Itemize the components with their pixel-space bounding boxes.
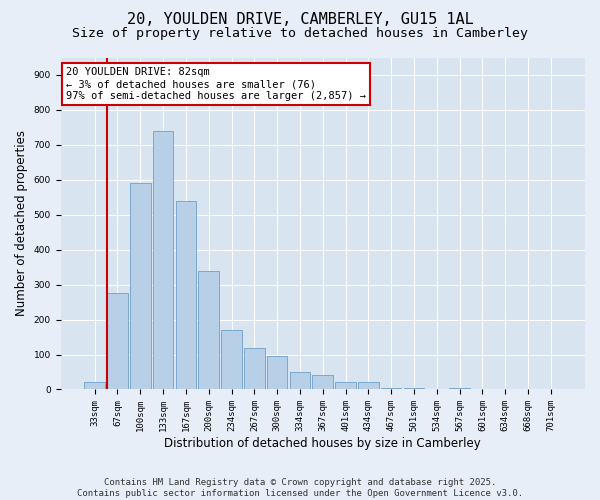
Bar (221, 330, 242, 390)
Text: 20, YOULDEN DRIVE, CAMBERLEY, GU15 1AL: 20, YOULDEN DRIVE, CAMBERLEY, GU15 1AL (127, 12, 473, 28)
Bar (244, 348, 265, 390)
Bar (290, 372, 310, 390)
Text: 20 YOULDEN DRIVE: 82sqm
← 3% of detached houses are smaller (76)
97% of semi-det: 20 YOULDEN DRIVE: 82sqm ← 3% of detached… (66, 68, 366, 100)
Y-axis label: Number of detached properties: Number of detached properties (15, 130, 28, 316)
Bar (85, 382, 105, 390)
Text: Size of property relative to detached houses in Camberley: Size of property relative to detached ho… (72, 28, 528, 40)
X-axis label: Distribution of detached houses by size in Camberley: Distribution of detached houses by size … (164, 437, 481, 450)
Bar (358, 382, 379, 390)
Bar (107, 294, 128, 390)
Bar (153, 131, 173, 390)
Text: Contains HM Land Registry data © Crown copyright and database right 2025.
Contai: Contains HM Land Registry data © Crown c… (77, 478, 523, 498)
Bar (130, 184, 151, 390)
Bar (313, 376, 333, 390)
Bar (176, 201, 196, 390)
Bar (199, 270, 219, 390)
Bar (381, 388, 401, 390)
Bar (335, 382, 356, 390)
Bar (449, 388, 470, 390)
Bar (404, 388, 424, 390)
Bar (267, 356, 287, 390)
